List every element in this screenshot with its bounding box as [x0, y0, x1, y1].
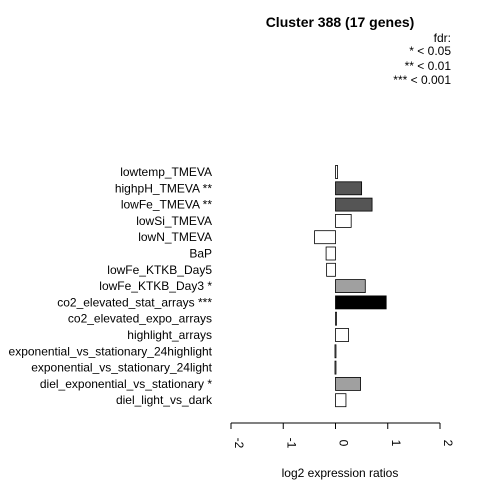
legend-title: fdr: — [434, 31, 451, 45]
x-axis-label: log2 expression ratios — [282, 466, 399, 480]
category-label-4: lowSi_TMEVA — [136, 214, 212, 228]
x-tick-label-4: 1 — [389, 440, 403, 447]
category-labels: lowtemp_TMEVA highpH_TMEVA ** lowFe_TMEVA … — [9, 165, 213, 407]
category-label-13: exponential_vs_stationary_24light — [31, 361, 212, 375]
bar-6 — [325, 246, 336, 261]
category-label-11: highlight_arrays — [127, 328, 212, 342]
chart-title: Cluster 388 (17 genes) — [266, 14, 415, 30]
category-label-14: diel_exponential_vs_stationary * — [40, 377, 212, 391]
bar-12 — [334, 344, 337, 359]
category-label-8: lowFe_KTKB_Day3 * — [99, 279, 212, 293]
bar-1 — [335, 165, 338, 179]
category-label-10: co2_elevated_expo_arrays — [68, 312, 212, 326]
bar-2 — [335, 181, 363, 196]
legend-entry-3: *** < 0.001 — [393, 73, 451, 87]
x-tick-label-3: 0 — [337, 440, 351, 447]
x-axis: -2 -1 0 1 2 — [230, 422, 455, 449]
bar-3 — [335, 197, 373, 212]
x-tick-label-1: -2 — [232, 438, 246, 449]
x-tick-label-2: -1 — [284, 438, 298, 449]
category-label-12: exponential_vs_stationary_24highlight — [9, 344, 213, 358]
bar-7 — [326, 262, 336, 277]
bar-13 — [334, 360, 337, 375]
x-tick-label-5: 2 — [441, 440, 455, 447]
category-label-1: lowtemp_TMEVA — [120, 165, 212, 179]
bars-group — [314, 165, 387, 408]
bar-8 — [335, 279, 366, 294]
legend-entry-1: * < 0.05 — [409, 44, 451, 58]
legend-entry-2: ** < 0.01 — [405, 59, 452, 73]
bar-5 — [314, 230, 336, 245]
category-label-5: lowN_TMEVA — [138, 230, 212, 244]
bar-14 — [335, 376, 361, 391]
bar-15 — [335, 393, 347, 408]
bar-10 — [335, 311, 337, 326]
category-label-6: BaP — [189, 247, 212, 261]
category-label-9: co2_elevated_stat_arrays *** — [57, 295, 212, 309]
category-label-7: lowFe_KTKB_Day5 — [107, 263, 212, 277]
category-label-3: lowFe_TMEVA ** — [121, 198, 212, 212]
bar-9 — [335, 295, 387, 310]
category-label-2: highpH_TMEVA ** — [115, 181, 212, 195]
bar-4 — [335, 213, 352, 228]
category-label-15: diel_light_vs_dark — [116, 393, 213, 407]
bar-11 — [335, 328, 349, 342]
